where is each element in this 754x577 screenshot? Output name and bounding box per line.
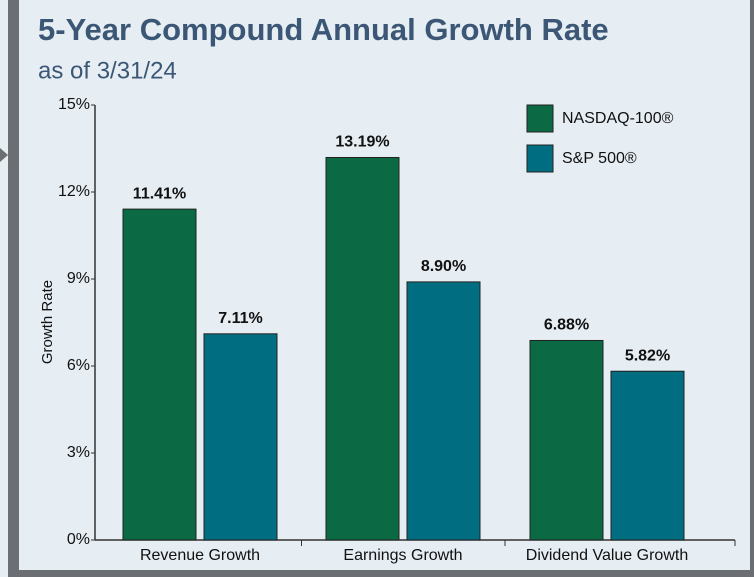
chart-title: 5-Year Compound Annual Growth Rate (38, 12, 609, 47)
y-tick-label: 9% (67, 270, 90, 287)
bar (203, 333, 278, 541)
bottom-border (19, 570, 754, 577)
y-tick-label: 6% (67, 357, 90, 374)
value-label: 8.90% (421, 258, 466, 275)
bar (325, 156, 400, 541)
x-tick-label: Revenue Growth (140, 547, 260, 564)
y-tick-label: 0% (67, 531, 90, 548)
subtitle: as of 3/31/24 (38, 57, 177, 84)
value-label: 7.11% (218, 310, 262, 327)
value-label: 13.19% (335, 134, 389, 151)
value-label: 11.41% (133, 185, 186, 202)
right-border (750, 0, 754, 577)
y-tick-label: 3% (67, 444, 90, 461)
bar (610, 370, 685, 541)
bar (529, 339, 604, 541)
x-tick-label: Dividend Value Growth (526, 547, 688, 564)
legend-swatch (526, 144, 554, 173)
y-tick-label: 15% (58, 96, 90, 113)
value-label: 6.88% (544, 317, 589, 334)
legend-label: S&P 500® (562, 150, 637, 167)
bar (406, 281, 481, 541)
y-tick-label: 12% (58, 183, 90, 200)
legend-swatch (526, 104, 554, 133)
x-tick-label: Earnings Growth (343, 547, 462, 564)
legend-label: NASDAQ-100® (562, 110, 674, 127)
left-border (8, 0, 19, 577)
y-axis-label: Growth Rate (39, 280, 56, 364)
bar (122, 208, 197, 541)
value-label: 5.82% (625, 347, 670, 364)
arrow (0, 148, 8, 162)
